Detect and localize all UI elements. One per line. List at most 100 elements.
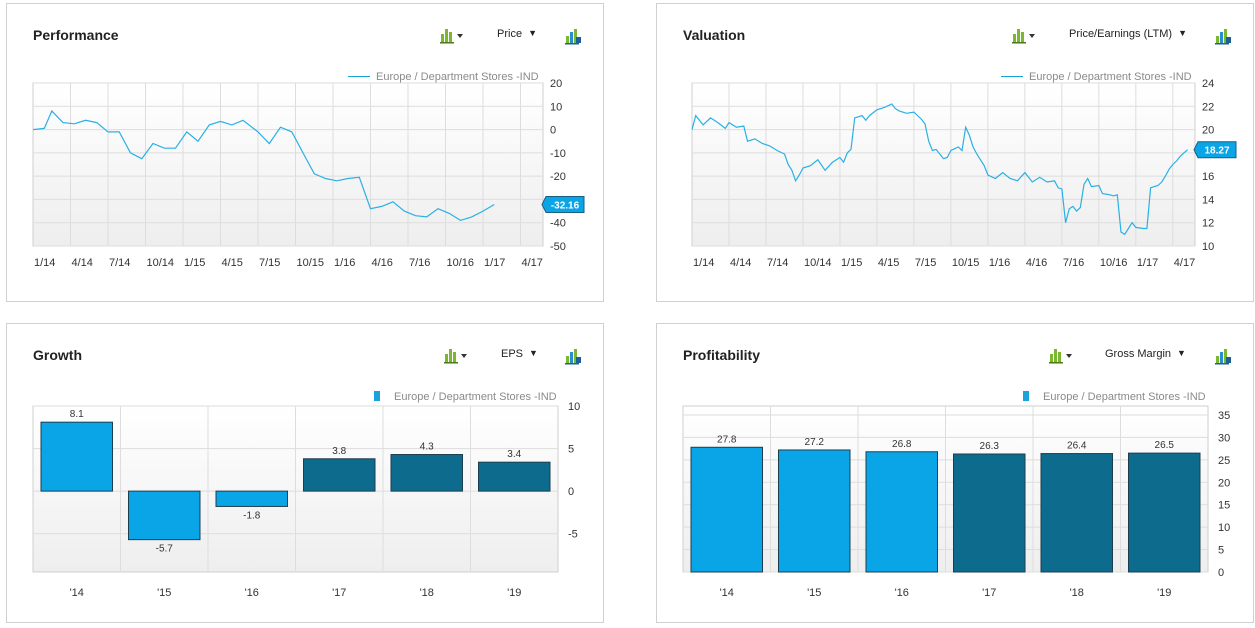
data-label: 3.4: [507, 449, 521, 460]
series-line: [32, 109, 495, 222]
x-tick-label: 10/16: [1100, 257, 1128, 269]
x-tick-label: 7/16: [409, 257, 430, 269]
bar-chart-icon[interactable]: [1049, 346, 1073, 364]
x-tick-label: 1/16: [989, 257, 1010, 269]
panel-title: Growth: [33, 347, 82, 363]
x-tick-label: 1/14: [34, 257, 55, 269]
y-tick-label: 20: [1218, 477, 1230, 489]
x-tick-label: '17: [332, 587, 346, 599]
chevron-down-icon: ▼: [1178, 28, 1188, 38]
performance-panel: Performance Price ▼ Europe / Department S…: [6, 3, 604, 302]
y-tick-label: 0: [550, 125, 556, 137]
profitability-chart: 35 30 25 20 15 10 5 0 27.8 '14 27.2 '15 26.8 '16 26.3 '…: [682, 405, 1230, 599]
x-tick-label: 7/16: [1063, 257, 1084, 269]
bar-chart-icon[interactable]: [440, 26, 464, 44]
y-tick-label: 5: [1218, 545, 1224, 557]
growth-chart: 10 5 0 -5 8.1 '14 -5.7 '15 -1.8 '16 3.8 '17 4.3 '18 3.…: [32, 401, 580, 599]
x-tick-label: 4/14: [72, 257, 93, 269]
panel-title: Performance: [33, 27, 119, 43]
x-tick-label: 10/15: [297, 257, 325, 269]
data-label: -5.7: [156, 544, 174, 555]
legend-label: Europe / Department Stores -IND: [394, 391, 557, 403]
x-tick-label: 7/15: [259, 257, 280, 269]
x-tick-label: 7/14: [767, 257, 788, 269]
x-tick-label: 4/15: [222, 257, 243, 269]
metric-label: Gross Margin: [1105, 348, 1172, 360]
bar: [1040, 453, 1113, 573]
x-tick-label: 1/15: [841, 257, 862, 269]
data-label: 4.3: [420, 442, 434, 453]
last-value-flag: [1193, 141, 1237, 159]
panel-title: Valuation: [683, 27, 746, 43]
y-tick-label: 10: [550, 101, 562, 113]
y-tick-label: 12: [1202, 218, 1214, 230]
bar: [953, 453, 1026, 573]
data-label: 8.1: [70, 409, 84, 420]
x-tick-label: '19: [1157, 587, 1171, 599]
series-line: [691, 103, 1188, 236]
legend-swatch: [374, 391, 380, 401]
last-value-label: 18.27: [1204, 146, 1229, 157]
chart-export-icon[interactable]: [564, 26, 588, 45]
metric-dropdown[interactable]: Price ▼: [497, 28, 537, 40]
bar-chart-icon[interactable]: [444, 346, 468, 364]
plot-area: [32, 82, 544, 247]
chart-export-icon[interactable]: [1214, 26, 1238, 45]
chevron-down-icon: [1029, 34, 1035, 38]
last-value-label: -32.16: [551, 200, 580, 211]
y-tick-label: 35: [1218, 410, 1230, 422]
x-tick-label: 10/14: [147, 257, 175, 269]
performance-chart: 20100-10-20-30-40-501/144/147/1410/141/1…: [32, 78, 585, 269]
metric-label: EPS: [501, 348, 524, 360]
panel-title: Profitability: [683, 347, 761, 363]
legend-swatch: [1001, 76, 1023, 77]
x-tick-label: 1/17: [1137, 257, 1158, 269]
chart-legend: Europe / Department Stores -IND: [348, 71, 539, 83]
metric-dropdown[interactable]: Price/Earnings (LTM) ▼: [1069, 28, 1187, 40]
bar-chart-icon[interactable]: [1012, 26, 1036, 44]
plot-area: [691, 82, 1196, 247]
data-label: 26.8: [892, 439, 912, 450]
y-tick-label: -5: [568, 529, 578, 541]
data-label: -1.8: [243, 510, 261, 521]
x-tick-label: 1/14: [693, 257, 714, 269]
x-tick-label: '18: [1070, 587, 1084, 599]
x-tick-label: 1/15: [184, 257, 205, 269]
x-tick-label: '15: [157, 587, 171, 599]
last-value-flag: [541, 195, 585, 213]
metric-label: Price/Earnings (LTM): [1069, 28, 1173, 40]
x-tick-label: 7/15: [915, 257, 936, 269]
x-tick-label: '15: [807, 587, 821, 599]
y-tick-label: 14: [1202, 194, 1214, 206]
y-tick-label: 0: [1218, 567, 1224, 579]
bar: [215, 490, 288, 507]
y-tick-label: 15: [1218, 500, 1230, 512]
y-tick-label: 10: [568, 401, 580, 413]
x-tick-label: 10/15: [952, 257, 980, 269]
chevron-down-icon: ▼: [529, 348, 538, 358]
bar: [1128, 452, 1201, 573]
y-tick-label: 5: [568, 444, 574, 456]
y-tick-label: 30: [1218, 432, 1230, 444]
chevron-down-icon: [461, 354, 467, 358]
chart-legend: Europe / Department Stores -IND: [1001, 71, 1192, 83]
data-label: 27.8: [717, 434, 737, 445]
chevron-down-icon: [1066, 354, 1072, 358]
legend-label: Europe / Department Stores -IND: [376, 71, 539, 83]
chevron-down-icon: [457, 34, 463, 38]
x-tick-label: 1/17: [484, 257, 505, 269]
chart-export-icon[interactable]: [1214, 346, 1238, 365]
x-tick-label: '19: [507, 587, 521, 599]
chart-legend: Europe / Department Stores -IND: [1023, 391, 1206, 403]
x-tick-label: 4/17: [522, 257, 543, 269]
metric-label: Price: [497, 28, 523, 40]
metric-dropdown[interactable]: EPS ▼: [501, 348, 538, 360]
x-tick-label: 4/16: [1026, 257, 1047, 269]
bar: [303, 458, 376, 492]
valuation-chart: 24222018161412101/144/147/1410/141/154/1…: [691, 78, 1237, 269]
x-tick-label: '14: [70, 587, 84, 599]
bar: [40, 421, 113, 492]
data-label: 3.8: [332, 446, 346, 457]
metric-dropdown[interactable]: Gross Margin ▼: [1105, 348, 1186, 360]
chart-export-icon[interactable]: [564, 346, 588, 365]
